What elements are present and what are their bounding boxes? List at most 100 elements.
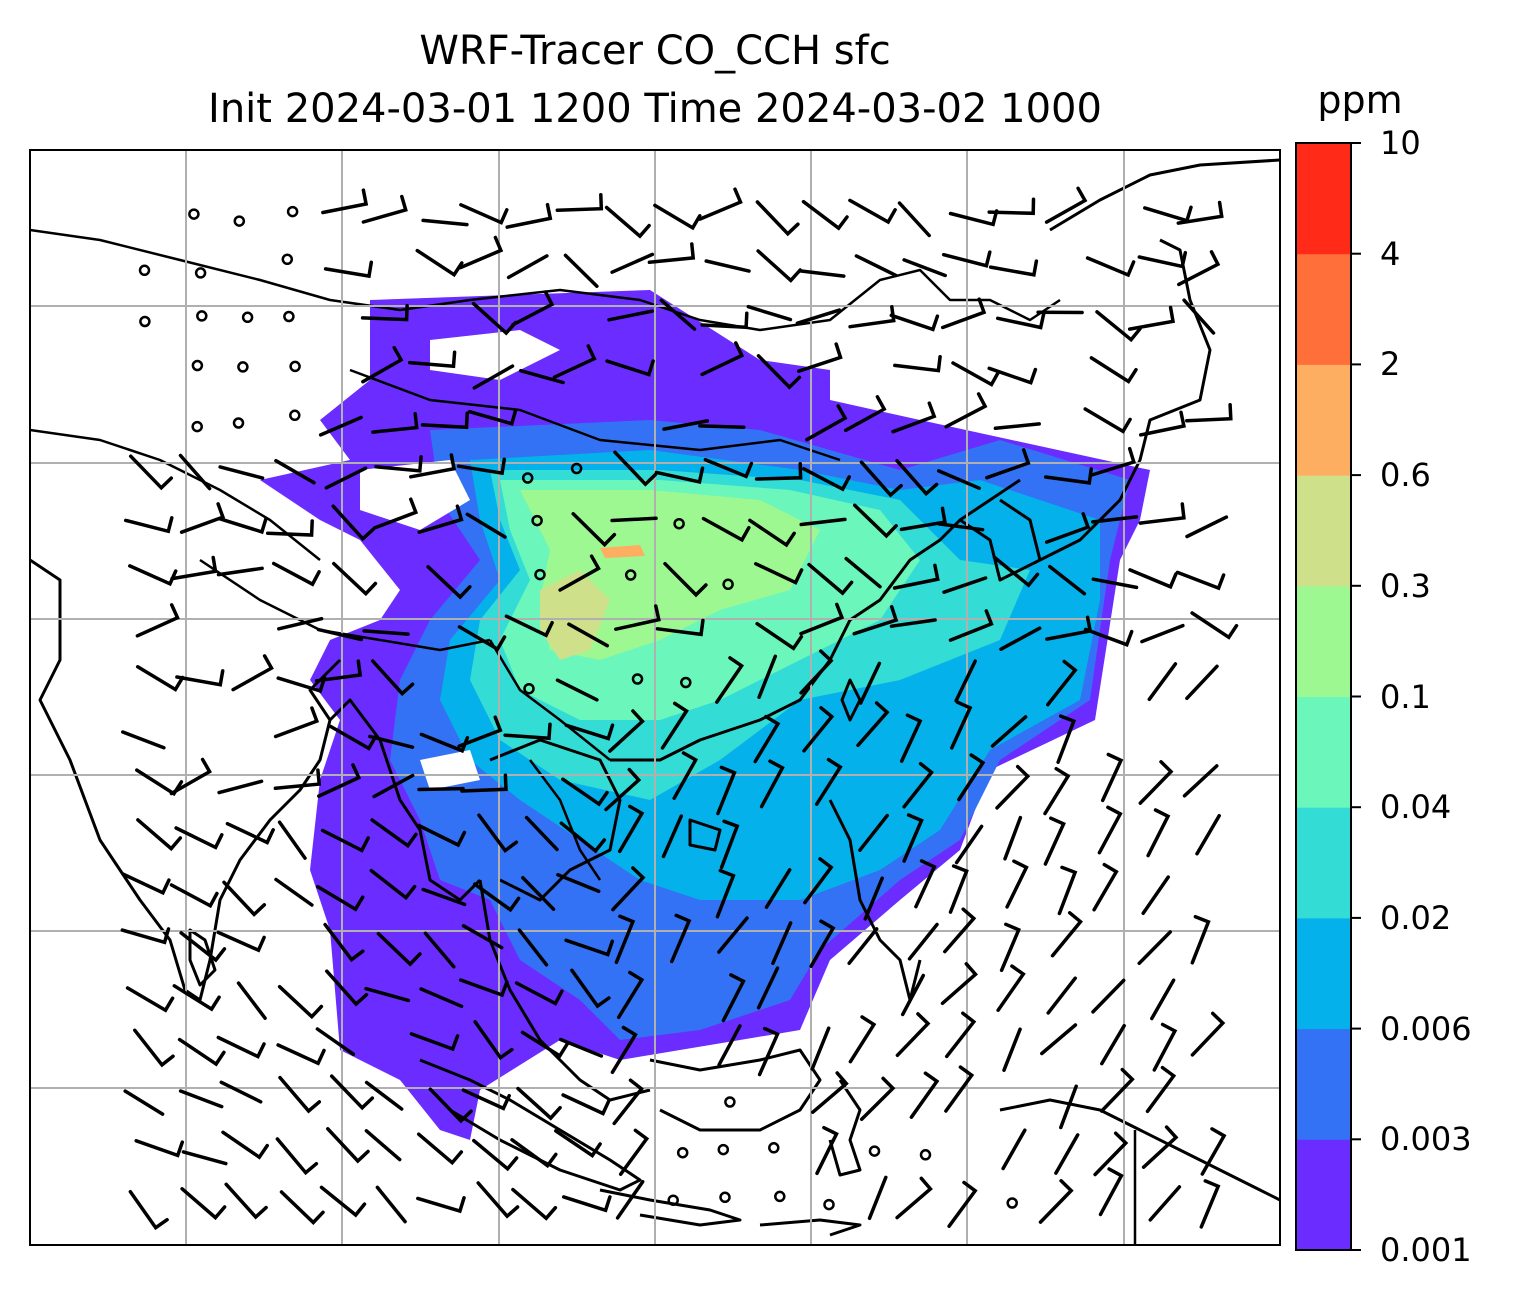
wind-barb xyxy=(615,1179,645,1220)
wind-barb xyxy=(795,308,842,325)
wind-barb xyxy=(858,661,882,705)
calm-wind-circle xyxy=(717,1143,730,1156)
wind-barb xyxy=(225,821,275,845)
wind-barb xyxy=(179,931,227,963)
wind-barb xyxy=(754,562,804,585)
calm-wind-circle xyxy=(196,310,208,322)
wind-barb xyxy=(320,828,370,853)
wind-barb xyxy=(1143,205,1193,223)
wind-barb xyxy=(715,868,736,919)
calm-wind-circle xyxy=(531,514,543,527)
wind-barb xyxy=(1177,250,1221,287)
wind-barb xyxy=(516,1086,562,1121)
calm-wind-circle xyxy=(719,1191,731,1204)
wind-barb xyxy=(375,1185,407,1224)
wind-barb xyxy=(423,931,456,969)
wind-barb xyxy=(1195,813,1221,856)
colorbar-segment xyxy=(1296,696,1351,808)
wind-barb xyxy=(361,345,404,384)
colorbar-tick-label: 0.04 xyxy=(1380,788,1452,827)
wind-barb xyxy=(328,724,378,751)
wind-barb xyxy=(1141,875,1170,916)
wind-barb xyxy=(987,366,1038,385)
wind-barb xyxy=(221,1130,269,1160)
colorbar-tick-label: 10 xyxy=(1380,124,1421,162)
wind-barb xyxy=(332,561,378,597)
contour-void-2 xyxy=(360,460,470,530)
wind-barb xyxy=(273,768,322,791)
wind-barb xyxy=(316,884,365,912)
colorbar-segment xyxy=(1296,917,1351,1030)
coastline-new-guinea xyxy=(999,1098,1280,1202)
wind-barb xyxy=(659,298,697,331)
wind-barb xyxy=(757,654,778,699)
colorbar-tick-label: 0.3 xyxy=(1380,566,1431,605)
calm-wind-circle xyxy=(624,569,637,581)
wind-barb xyxy=(757,1026,780,1077)
wind-barb xyxy=(505,202,553,229)
calm-wind-circle xyxy=(673,517,685,530)
wind-barb xyxy=(907,922,939,961)
wind-barb xyxy=(276,1043,326,1066)
wind-barb xyxy=(169,757,212,796)
wind-barb xyxy=(764,868,792,909)
wind-barb xyxy=(517,928,549,967)
wind-barb xyxy=(175,669,225,687)
wind-barb xyxy=(279,1190,325,1225)
wind-barb xyxy=(428,1087,473,1124)
wind-barb xyxy=(458,235,504,270)
wind-barb xyxy=(948,864,969,914)
wind-barb xyxy=(133,1028,175,1068)
gridlines xyxy=(30,150,1280,1245)
calm-wind-circle xyxy=(724,1096,736,1108)
wind-barb xyxy=(316,627,364,642)
wind-barb xyxy=(128,1189,169,1231)
wind-barb xyxy=(798,269,846,278)
wind-barb xyxy=(561,1195,612,1213)
wind-barb xyxy=(219,1080,263,1104)
wind-barb xyxy=(614,604,661,631)
wind-barb xyxy=(801,467,851,492)
wind-barb xyxy=(803,857,834,905)
calm-wind-circle xyxy=(631,673,644,685)
calm-wind-circle xyxy=(919,1149,932,1161)
calm-wind-circle xyxy=(233,215,246,227)
wind-barb xyxy=(653,203,702,231)
wind-barb xyxy=(319,1185,367,1218)
wind-barb xyxy=(275,1137,319,1176)
wind-barb xyxy=(950,700,973,750)
wind-barb xyxy=(1043,467,1093,485)
wind-barb xyxy=(1176,200,1224,225)
wind-barb xyxy=(909,1071,940,1119)
wind-barb xyxy=(604,767,642,812)
wind-barb xyxy=(1044,186,1088,224)
calm-wind-circle xyxy=(570,462,583,475)
wind-barb xyxy=(369,868,417,901)
wind-barb xyxy=(364,1129,402,1162)
wind-barb xyxy=(988,259,1039,277)
wind-barb xyxy=(1091,577,1139,590)
wind-barb xyxy=(843,395,887,433)
wind-barb xyxy=(315,1027,356,1056)
wind-barb xyxy=(510,1138,558,1169)
coastline-java xyxy=(599,1188,742,1227)
wind-barb xyxy=(504,614,554,638)
calm-wind-circle xyxy=(241,311,254,324)
wind-barb xyxy=(943,907,977,954)
wind-barb xyxy=(612,1078,644,1126)
wind-barb xyxy=(715,656,745,704)
wind-barb xyxy=(1083,627,1134,647)
calm-wind-circle xyxy=(283,310,295,323)
wind-barb xyxy=(559,821,607,854)
wind-barb xyxy=(848,198,897,225)
wind-barb xyxy=(1050,911,1083,958)
wind-barb xyxy=(472,882,521,913)
wind-barb xyxy=(993,422,1041,431)
wind-barb xyxy=(1099,1067,1135,1113)
wind-barb xyxy=(169,883,219,909)
wind-barb xyxy=(1003,815,1023,861)
wind-barb xyxy=(472,1138,519,1172)
wind-barb xyxy=(457,625,507,652)
wind-barb xyxy=(721,973,746,1023)
